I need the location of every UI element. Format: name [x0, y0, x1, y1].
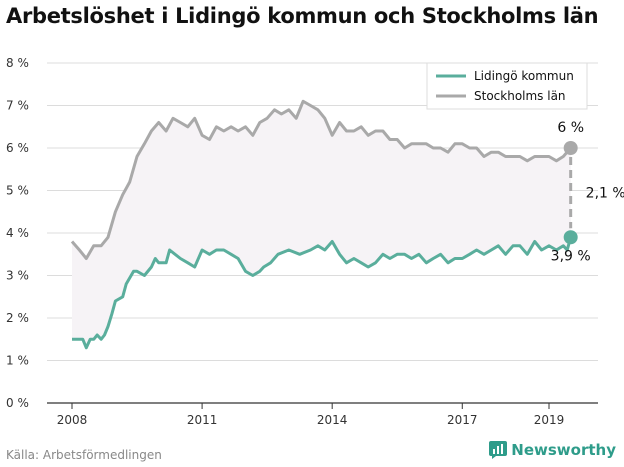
end-point-stockholm: [563, 141, 578, 155]
y-axis: 0 % 1 % 2 % 3 % 4 % 5 % 6 % 7 % 8 %: [6, 56, 29, 410]
end-point-lidingo: [563, 230, 578, 245]
brand-name: Newsworthy: [511, 441, 616, 459]
x-tick-label: 2011: [187, 413, 218, 427]
y-tick-label: 2 %: [6, 311, 29, 325]
difference-label: 2,1 %: [586, 186, 624, 202]
y-tick-label: 3 %: [6, 269, 29, 283]
x-axis: 2008 2011 2014 2017 2019: [57, 403, 565, 427]
y-tick-label: 6 %: [6, 141, 29, 155]
legend-label-stockholm: Stockholms län: [474, 89, 566, 103]
y-tick-label: 1 %: [6, 354, 29, 368]
legend-label-lidingo: Lidingö kommun: [474, 69, 574, 83]
series-line-stockholm: [70, 99, 572, 260]
y-tick-label: 8 %: [6, 56, 29, 70]
source-note: Källa: Arbetsförmedlingen: [6, 448, 162, 462]
x-tick-label: 2019: [534, 413, 565, 427]
y-tick-label: 0 %: [6, 396, 29, 410]
y-tick-label: 7 %: [6, 99, 29, 113]
line-chart: 0 % 1 % 2 % 3 % 4 % 5 % 6 % 7 % 8 % 2008 2011 2014…: [6, 56, 624, 427]
end-label-lidingo: 3,9 %: [551, 248, 591, 264]
brand-logo: Newsworthy: [489, 441, 616, 459]
x-tick-label: 2017: [447, 413, 478, 427]
newsworthy-icon: [489, 441, 508, 459]
end-label-stockholm: 6 %: [557, 120, 584, 136]
chart-title: Arbetslöshet i Lidingö kommun och Stockh…: [6, 4, 599, 28]
legend: Lidingö kommun Stockholms län: [426, 62, 588, 110]
y-tick-label: 4 %: [6, 226, 29, 240]
x-tick-label: 2008: [57, 413, 88, 427]
x-tick-label: 2014: [317, 413, 348, 427]
series-line-lidingo: [72, 236, 573, 350]
y-tick-label: 5 %: [6, 184, 29, 198]
difference-band: [72, 101, 571, 348]
